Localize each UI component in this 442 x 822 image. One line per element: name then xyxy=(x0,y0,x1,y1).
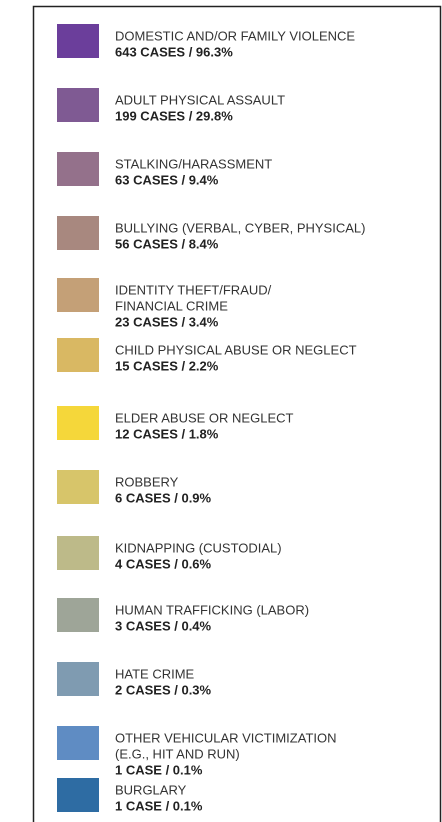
swatch xyxy=(57,338,99,372)
item-stat: 56 CASES / 8.4% xyxy=(115,236,219,251)
item-stat: 1 CASE / 0.1% xyxy=(115,762,203,777)
item-label: ROBBERY xyxy=(115,474,179,489)
swatch xyxy=(57,406,99,440)
item-label: ADULT PHYSICAL ASSAULT xyxy=(115,92,285,107)
panel-border xyxy=(32,5,442,822)
item-label: BURGLARY xyxy=(115,782,187,797)
swatch xyxy=(57,470,99,504)
item-label: HATE CRIME xyxy=(115,666,195,681)
swatch xyxy=(57,278,99,312)
swatch xyxy=(57,152,99,186)
item-label: KIDNAPPING (CUSTODIAL) xyxy=(115,540,282,555)
item-stat: 4 CASES / 0.6% xyxy=(115,556,212,571)
item-label: IDENTITY THEFT/FRAUD/ xyxy=(115,282,272,297)
swatch xyxy=(57,216,99,250)
item-stat: 3 CASES / 0.4% xyxy=(115,618,212,633)
item-label: STALKING/HARASSMENT xyxy=(115,156,272,171)
item-stat: 6 CASES / 0.9% xyxy=(115,490,212,505)
item-stat: 2 CASES / 0.3% xyxy=(115,682,212,697)
item-label: CHILD PHYSICAL ABUSE OR NEGLECT xyxy=(115,342,357,357)
swatch xyxy=(57,24,99,58)
item-label: DOMESTIC AND/OR FAMILY VIOLENCE xyxy=(115,28,355,43)
swatch xyxy=(57,662,99,696)
item-label: BULLYING (VERBAL, CYBER, PHYSICAL) xyxy=(115,220,365,235)
swatch xyxy=(57,598,99,632)
swatch xyxy=(57,536,99,570)
item-stat: 23 CASES / 3.4% xyxy=(115,314,219,329)
item-label: FINANCIAL CRIME xyxy=(115,298,228,313)
item-stat: 63 CASES / 9.4% xyxy=(115,172,219,187)
item-label: ELDER ABUSE OR NEGLECT xyxy=(115,410,293,425)
swatch xyxy=(57,88,99,122)
item-label: (E.G., HIT AND RUN) xyxy=(115,746,240,761)
swatch xyxy=(57,778,99,812)
item-label: HUMAN TRAFFICKING (LABOR) xyxy=(115,602,309,617)
item-stat: 12 CASES / 1.8% xyxy=(115,426,219,441)
item-stat: 643 CASES / 96.3% xyxy=(115,44,233,59)
item-label: OTHER VEHICULAR VICTIMIZATION xyxy=(115,730,337,745)
item-stat: 15 CASES / 2.2% xyxy=(115,358,219,373)
swatch xyxy=(57,726,99,760)
item-stat: 1 CASE / 0.1% xyxy=(115,798,203,813)
item-stat: 199 CASES / 29.8% xyxy=(115,108,233,123)
